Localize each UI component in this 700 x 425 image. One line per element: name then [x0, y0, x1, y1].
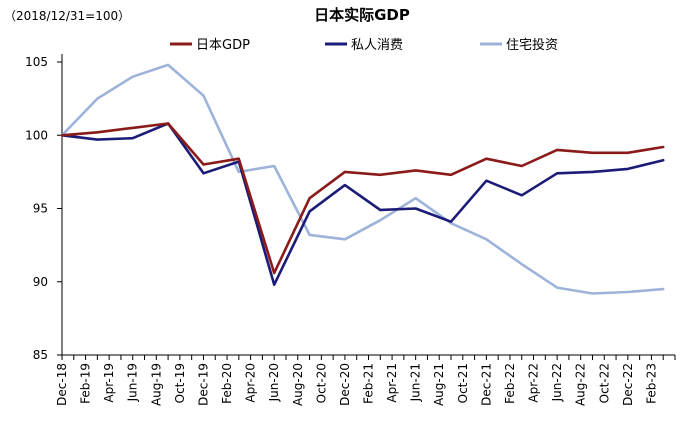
x-tick-label: Dec-19	[196, 363, 210, 406]
x-tick-label: Oct-20	[314, 363, 328, 403]
x-tick-label: Jun-22	[550, 363, 564, 402]
x-tick-label: Dec-21	[479, 363, 493, 406]
legend: 日本GDP 私人消费 住宅投资	[170, 37, 558, 53]
series-line	[60, 122, 665, 275]
x-tick-label: Feb-21	[362, 363, 376, 404]
series-line	[60, 122, 665, 287]
legend-label: 住宅投资	[506, 37, 558, 53]
series-line	[60, 63, 665, 295]
series-layer	[60, 63, 665, 295]
x-tick-label: Oct-19	[173, 363, 187, 403]
x-tick-label: Apr-20	[244, 363, 258, 403]
x-tick-label: Dec-20	[338, 363, 352, 406]
x-tick-label: Jun-21	[409, 363, 423, 402]
x-tick-label: Aug-22	[574, 363, 588, 406]
x-tick-label: Apr-22	[527, 363, 541, 403]
x-tick-label: Feb-19	[79, 363, 93, 404]
legend-label: 日本GDP	[196, 38, 250, 53]
x-tick-label: Apr-19	[102, 363, 116, 403]
index-base-note: （2018/12/31=100）	[4, 9, 130, 23]
x-tick-label: Jun-19	[126, 363, 140, 402]
x-tick-label: Feb-23	[644, 363, 658, 404]
y-tick-label: 95	[33, 202, 48, 216]
x-tick-label: Jun-20	[267, 363, 281, 402]
chart-title: 日本实际GDP	[314, 6, 410, 24]
x-tick-label: Dec-18	[55, 363, 69, 406]
y-tick-label: 105	[25, 55, 48, 69]
legend-label: 私人消费	[351, 38, 403, 53]
y-tick-label: 90	[33, 275, 48, 289]
x-axis: Dec-18 Feb-19 Apr-19 Jun-19 Aug-19 Oct-19 Dec-…	[55, 354, 676, 406]
x-tick-label: Aug-21	[432, 363, 446, 406]
x-tick-label: Aug-19	[149, 363, 163, 406]
x-tick-label: Feb-22	[503, 363, 517, 404]
x-tick-label: Feb-20	[220, 363, 234, 404]
y-axis: 85 90 95 100 105	[25, 54, 63, 362]
x-tick-label: Oct-22	[597, 363, 611, 403]
x-tick-label: Aug-20	[291, 363, 305, 406]
x-tick-label: Dec-22	[621, 363, 635, 406]
x-tick-label: Oct-21	[456, 363, 470, 403]
y-tick-label: 100	[25, 128, 48, 142]
y-tick-label: 85	[33, 348, 48, 362]
x-tick-label: Apr-21	[385, 363, 399, 403]
